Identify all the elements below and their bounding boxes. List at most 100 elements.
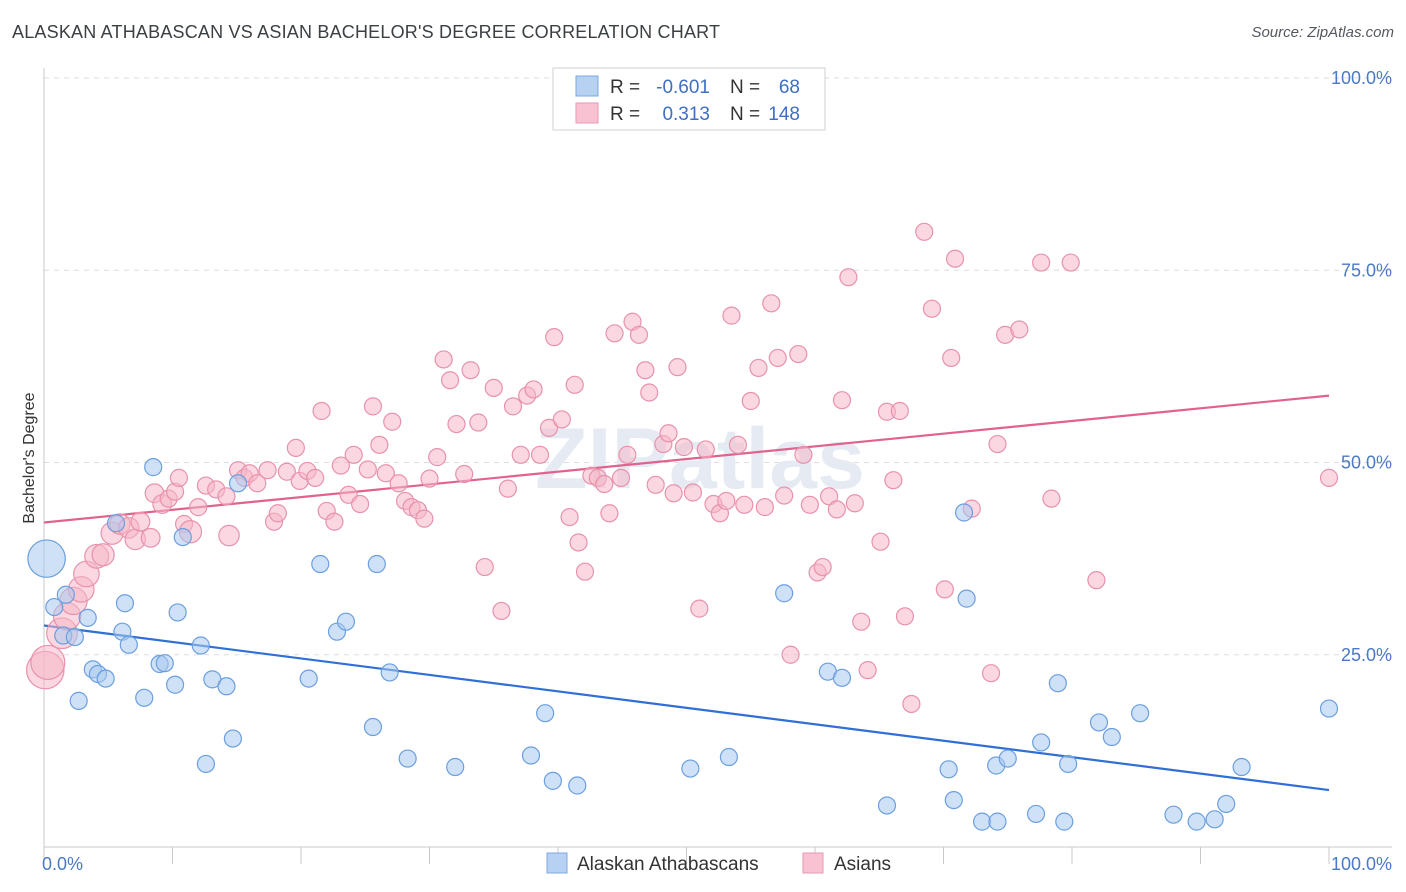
asians-point-59	[440, 371, 460, 390]
gridlines	[44, 77, 1392, 656]
athabascan-point-57	[1055, 812, 1074, 831]
asians-point-78	[569, 533, 588, 552]
y-tick-label-1: 50.0%	[1341, 453, 1392, 473]
athabascan-point-64	[1205, 810, 1224, 829]
asians-point-45	[351, 494, 370, 514]
asians-point-49	[376, 464, 395, 483]
y-tick-label-2: 75.0%	[1341, 260, 1392, 280]
asians-point-142	[1042, 489, 1061, 508]
legend-alaskan-swatch	[546, 852, 568, 874]
asians-point-34	[277, 462, 296, 481]
asians-point-68	[503, 397, 523, 416]
asians-point-65	[484, 378, 503, 398]
athabascan-point-66	[1232, 757, 1251, 777]
asians-point-33	[268, 504, 287, 523]
asians-point-41	[325, 512, 344, 531]
asians-point-50	[383, 412, 402, 431]
athabascan-point-58	[1059, 754, 1078, 774]
asians-point-144	[1087, 571, 1106, 590]
athabascan-point-37	[536, 704, 555, 723]
athabascan-point-30	[336, 612, 356, 631]
asians-point-97	[683, 483, 703, 502]
x-tick-label-0: 0.0%	[42, 854, 83, 874]
asians-point-72	[530, 445, 550, 464]
athabascan-point-55	[1032, 733, 1051, 752]
asians-point-141	[1032, 253, 1051, 272]
asians-point-102	[717, 491, 736, 511]
asians-point-58	[434, 350, 453, 369]
asians-point-127	[884, 471, 903, 490]
athabascan-points	[27, 458, 1339, 831]
asians-point-61	[455, 464, 474, 484]
asians-point-82	[595, 474, 614, 494]
asians-point-57	[428, 448, 447, 467]
trend-lines	[43, 394, 1330, 792]
asians-point-103	[722, 306, 741, 325]
legend-r-label-2: R =	[610, 104, 640, 125]
athabascan-point-31	[363, 717, 383, 737]
asians-point-120	[832, 391, 852, 410]
athabascan-point-15	[144, 458, 163, 477]
asians-point-115	[800, 495, 819, 514]
athabascan-point-36	[521, 746, 541, 765]
asians-point-22	[189, 498, 208, 517]
asians-point-95	[668, 358, 687, 377]
asians-point-107	[749, 358, 768, 378]
asians-point-66	[492, 601, 511, 621]
asians-point-44	[344, 445, 363, 464]
asians-point-121	[839, 268, 858, 287]
asians-point-145	[1319, 468, 1339, 487]
asians-point-128	[890, 401, 909, 421]
asians-point-109	[762, 294, 781, 313]
asians-point-83	[600, 504, 619, 523]
asians-point-89	[636, 361, 655, 380]
asians-point-19	[169, 468, 189, 487]
athabascan-point-14	[135, 688, 154, 707]
athabascan-point-61	[1131, 704, 1150, 723]
asians-point-30	[248, 474, 267, 493]
athabascan-point-67	[1319, 699, 1339, 718]
asians-point-86	[618, 445, 637, 464]
athabascan-point-20	[173, 527, 192, 547]
asians-point-1	[30, 644, 66, 681]
athabascan-point-48	[954, 503, 974, 522]
asians-point-31	[258, 461, 277, 480]
athabascan-point-35	[446, 757, 465, 777]
asians-point-113	[789, 344, 808, 364]
athabascan-point-9	[69, 691, 88, 710]
legend-n-value-1: 68	[779, 77, 800, 98]
athabascan-point-22	[196, 754, 216, 774]
athabascan-point-24	[217, 677, 236, 696]
athabascan-point-63	[1187, 812, 1206, 831]
asians-point-8	[91, 543, 115, 567]
athabascan-point-19	[168, 603, 187, 622]
legend-asians-swatch	[802, 852, 824, 874]
legend-r-value-2: 0.313	[662, 104, 710, 125]
legend-alaskan-label: Alaskan Athabascans	[577, 854, 759, 875]
asians-point-13	[130, 511, 151, 532]
asians-point-71	[524, 380, 543, 399]
asians-point-77	[565, 375, 584, 394]
asians-point-133	[935, 580, 954, 599]
athabascan-point-34	[398, 749, 417, 768]
asians-point-108	[755, 498, 774, 517]
series-legend: Alaskan Athabascans Asians	[546, 852, 891, 875]
athabascan-point-5	[78, 608, 97, 627]
asians-trend-line	[43, 394, 1330, 524]
asians-point-56	[420, 469, 439, 488]
legend-n-value-2: 148	[768, 104, 800, 125]
asians-point-51	[389, 474, 408, 493]
athabascan-point-44	[832, 668, 852, 687]
asians-point-123	[852, 612, 871, 631]
athabascan-point-62	[1164, 805, 1183, 824]
asians-point-124	[858, 661, 877, 680]
asians-point-135	[945, 249, 965, 268]
asians-point-93	[659, 424, 678, 443]
asians-point-88	[629, 325, 649, 344]
asians-point-96	[674, 438, 694, 457]
legend-r-value-1: -0.601	[656, 77, 710, 98]
athabascan-point-42	[775, 584, 794, 603]
asians-point-73	[539, 418, 559, 437]
source-label: Source: ZipAtlas.com	[1251, 24, 1394, 41]
asians-points	[25, 222, 1339, 714]
